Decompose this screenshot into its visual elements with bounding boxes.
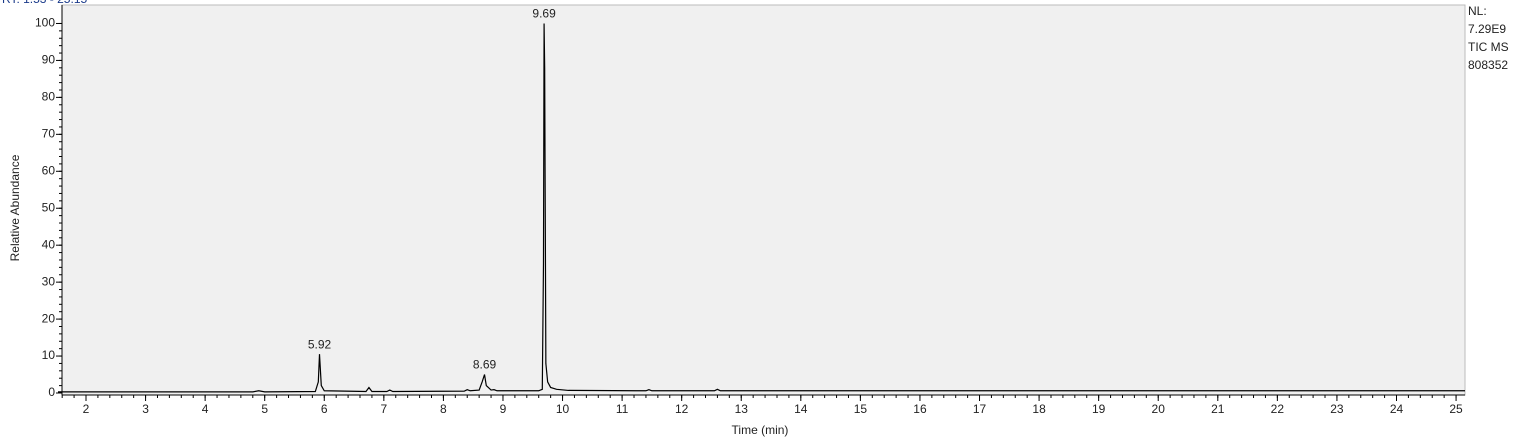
y-axis-label: Relative Abundance (8, 154, 22, 261)
x-tick-label: 23 (1330, 402, 1344, 416)
x-axis-label: Time (min) (732, 423, 789, 437)
y-tick-label: 0 (48, 385, 55, 399)
x-tick-label: 20 (1152, 402, 1166, 416)
y-tick-label: 70 (42, 127, 56, 141)
y-tick-label: 30 (42, 274, 56, 288)
chart-title: RT: 1.53 - 25.15 (2, 0, 87, 6)
x-tick-label: 22 (1271, 402, 1285, 416)
y-tick-label: 80 (42, 90, 56, 104)
x-tick-label: 11 (616, 402, 629, 416)
y-tick-label: 20 (42, 311, 56, 325)
x-tick-label: 14 (794, 402, 808, 416)
y-tick-label: 60 (42, 163, 56, 177)
x-tick-label: 17 (973, 402, 987, 416)
x-tick-label: 6 (321, 402, 328, 416)
x-tick-label: 4 (202, 402, 209, 416)
y-tick-label: 10 (42, 348, 56, 362)
x-tick-label: 5 (261, 402, 268, 416)
chromatogram-line (58, 23, 1465, 393)
peak-label: 9.69 (532, 7, 556, 21)
y-tick-label: 90 (42, 53, 56, 67)
x-tick-label: 21 (1211, 402, 1225, 416)
x-tick-label: 9 (500, 402, 507, 416)
x-tick-label: 3 (142, 402, 149, 416)
x-tick-label: 15 (854, 402, 868, 416)
x-tick-label: 13 (735, 402, 749, 416)
x-tick-label: 2 (83, 402, 90, 416)
x-tick-label: 12 (675, 402, 689, 416)
x-tick-label: 18 (1032, 402, 1046, 416)
x-tick-label: 8 (440, 402, 447, 416)
plot-area (61, 4, 1466, 396)
y-tick-label: 100 (35, 16, 55, 30)
y-tick-label: 40 (42, 237, 56, 251)
peak-label: 8.69 (473, 358, 497, 372)
annotation: TIC MS (1468, 40, 1509, 54)
y-tick-label: 50 (42, 200, 56, 214)
annotation: 808352 (1468, 58, 1508, 72)
peak-label: 5.92 (308, 337, 332, 351)
x-tick-label: 10 (556, 402, 570, 416)
annotation: NL: (1468, 4, 1487, 18)
x-tick-label: 7 (380, 402, 387, 416)
annotation: 7.29E9 (1468, 22, 1506, 36)
x-tick-label: 25 (1449, 402, 1463, 416)
x-tick-label: 24 (1390, 402, 1404, 416)
x-tick-label: 16 (913, 402, 927, 416)
x-tick-label: 19 (1092, 402, 1106, 416)
